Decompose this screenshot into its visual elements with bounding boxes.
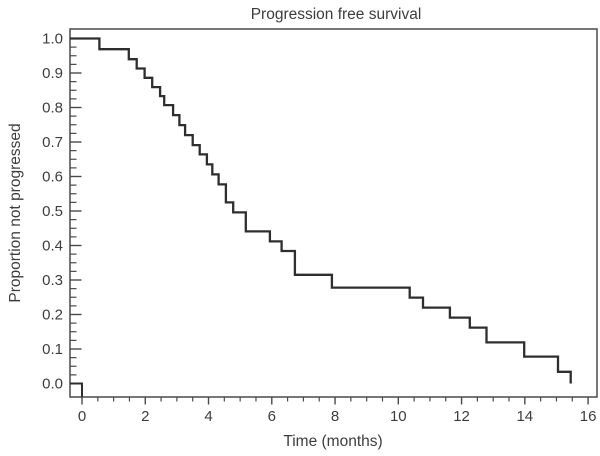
x-axis-tick-labels: 0 2 4 6 8 10 12 14 16 (78, 408, 597, 425)
x-axis-ticks (81, 397, 589, 405)
x-tick-label: 4 (204, 408, 212, 425)
y-tick-label: 0.5 (42, 203, 63, 220)
y-tick-label: 0.9 (42, 65, 63, 82)
y-tick-label: 0.2 (42, 307, 63, 324)
y-axis-ticks (70, 37, 82, 385)
y-axis-label: Proportion not progressed (7, 123, 24, 302)
x-axis-label: Time (months) (283, 433, 382, 450)
x-tick-label: 2 (141, 408, 149, 425)
y-tick-label: 1.0 (42, 31, 63, 48)
y-tick-label: 0.8 (42, 100, 63, 117)
x-tick-label: 14 (516, 408, 533, 425)
y-tick-label: 0.1 (42, 341, 63, 358)
y-tick-label: 0.0 (42, 376, 63, 393)
axis-origin-connector (70, 382, 83, 397)
x-tick-label: 0 (78, 408, 86, 425)
plot-frame (69, 28, 598, 398)
x-tick-label: 6 (268, 408, 276, 425)
y-tick-label: 0.4 (42, 238, 63, 255)
y-tick-label: 0.7 (42, 134, 63, 151)
y-axis-tick-labels: 0.0 0.1 0.2 0.3 0.4 0.5 0.6 0.7 0.8 0.9 1.0 (42, 31, 63, 393)
x-tick-label: 16 (580, 408, 597, 425)
y-tick-label: 0.6 (42, 169, 63, 186)
survival-step-curve (70, 37, 572, 384)
chart-title: Progression free survival (251, 6, 422, 23)
y-tick-label: 0.3 (42, 272, 63, 289)
x-tick-label: 8 (331, 408, 339, 425)
x-tick-label: 10 (390, 408, 407, 425)
x-tick-label: 12 (453, 408, 470, 425)
